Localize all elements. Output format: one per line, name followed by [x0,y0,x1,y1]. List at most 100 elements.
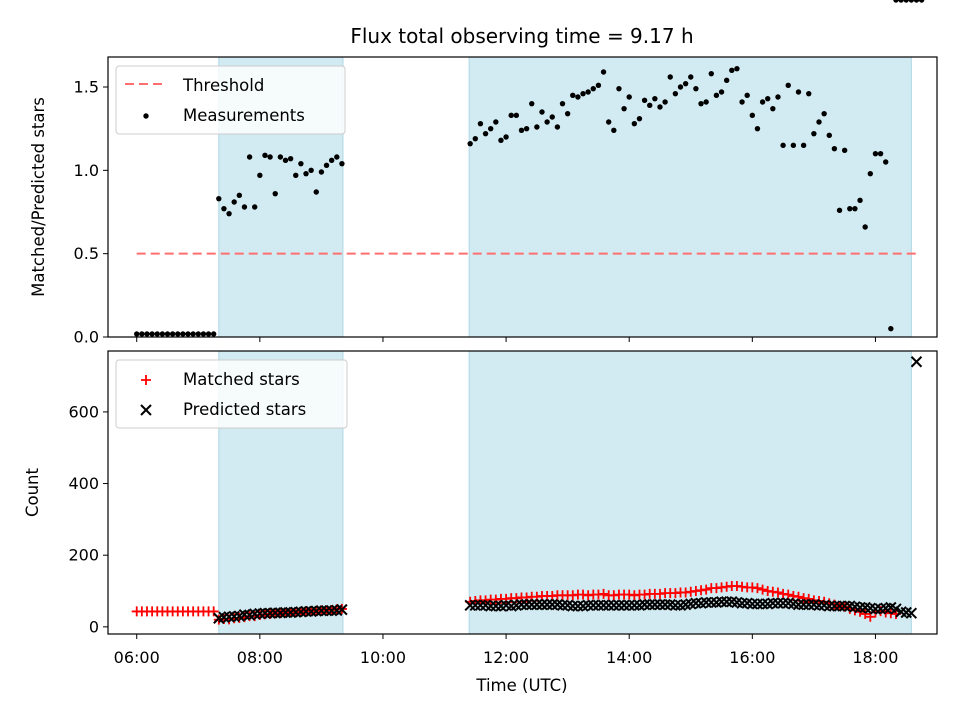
y-tick-label: 1.5 [74,78,99,97]
ratio-series [134,0,925,337]
measurement-point [795,89,802,95]
measurement-point [482,130,489,137]
matched-star-point [701,584,712,595]
measurement-point [790,142,797,149]
measurement-point [780,142,786,149]
predicted-star-point [484,600,497,612]
measurement-point [723,77,730,84]
measurement-point [847,205,853,212]
time-x-axis: 06:00 08:00 10:00 12:00 14:00 16:00 18:00 [114,648,899,667]
predicted-star-point [602,599,615,612]
measurement-point [277,154,284,160]
predicted-star-point [587,599,600,612]
ratio-y-axis-label: Matched/Predicted stars [29,97,48,297]
x-tick-label: 06:00 [114,648,160,667]
measurement-point [590,85,596,92]
measurement-point [595,82,602,89]
predicted-star-point [464,599,476,612]
measurement-point [657,104,663,110]
measurement-point [682,80,689,87]
measurement-point [739,99,745,105]
predicted-star-point [300,605,312,618]
measurement-point [857,197,863,204]
measurement-point [785,82,791,89]
measurement-point [693,85,699,92]
ratio-legend: Threshold Measurements [115,65,346,135]
legend-label: Predicted stars [183,400,306,419]
observing-window [468,56,912,338]
measurement-point [246,154,253,160]
measurement-point [313,189,319,195]
measurement-point [226,210,232,217]
measurement-point [144,331,150,337]
predicted-star-point [638,598,651,611]
measurement-point [159,331,166,337]
matched-star-point [598,588,609,599]
measurement-point [585,89,591,95]
measurement-point [472,135,479,142]
predicted-star-point [772,597,784,609]
measurement-point [667,74,673,80]
predicted-star-point [690,597,702,609]
measurement-point [134,331,140,337]
predicted-star-point [777,597,789,609]
measurement-point [308,167,314,174]
predicted-star-point [474,599,487,612]
measurement-point [688,74,694,80]
predicted-star-point [618,599,630,612]
x-tick-label: 08:00 [237,648,283,667]
measurement-point [323,162,330,169]
matched-star-point [772,587,783,598]
measurement-point [467,140,473,147]
measurement-point [210,331,217,337]
measurement-point [487,125,494,132]
ratio-y-axis: 0.0 0.5 1.0 1.5 [74,78,876,347]
measurement-point [821,110,827,117]
count-legend: Matched stars Predicted stars [115,359,348,429]
predicted-star-point [659,598,671,611]
legend-label: Threshold [182,76,264,95]
measurement-point [852,205,858,212]
measurement-point [893,0,899,3]
measurement-point [200,331,207,337]
x-tick-label: 10:00 [360,648,406,667]
measurement-point [154,331,160,337]
predicted-star-point [269,607,281,619]
legend-box [115,65,346,135]
predicted-star-point [736,597,748,609]
count-panel: 0 200 400 600 Count Matched stars Predicted … [23,351,938,639]
measurement-point [626,94,632,100]
measurement-point [303,170,309,177]
measurement-point [185,331,191,337]
measurement-point [139,331,145,337]
predicted-star-point [526,598,538,611]
legend-predicted-swatch [140,404,152,416]
predicted-star-point [715,596,728,608]
measurement-point [672,90,679,97]
y-tick-label: 0.5 [74,244,99,263]
measurement-point [662,99,668,105]
measurement-point [913,0,920,3]
measurement-point [872,150,879,157]
predicted-star-point [582,599,594,612]
legend-box [115,359,348,429]
measurement-point [477,120,484,127]
measurement-point [328,157,335,164]
predicted-star-point [803,598,815,611]
measurement-point [765,95,771,102]
predicted-star-point [520,598,533,611]
measurement-point [636,115,643,122]
measurement-point [570,92,576,99]
measurement-point [534,124,540,130]
measurement-point [713,92,720,99]
predicted-star-point [797,598,810,611]
x-tick-label: 16:00 [729,648,775,667]
matched-star-point [783,589,794,600]
measurement-point [564,110,571,117]
y-tick-label: 600 [68,402,99,421]
measurement-point [698,100,704,107]
measurement-point [282,157,289,164]
predicted-star-point [813,599,825,612]
y-tick-label: 400 [68,474,99,493]
measurement-point [744,92,750,99]
